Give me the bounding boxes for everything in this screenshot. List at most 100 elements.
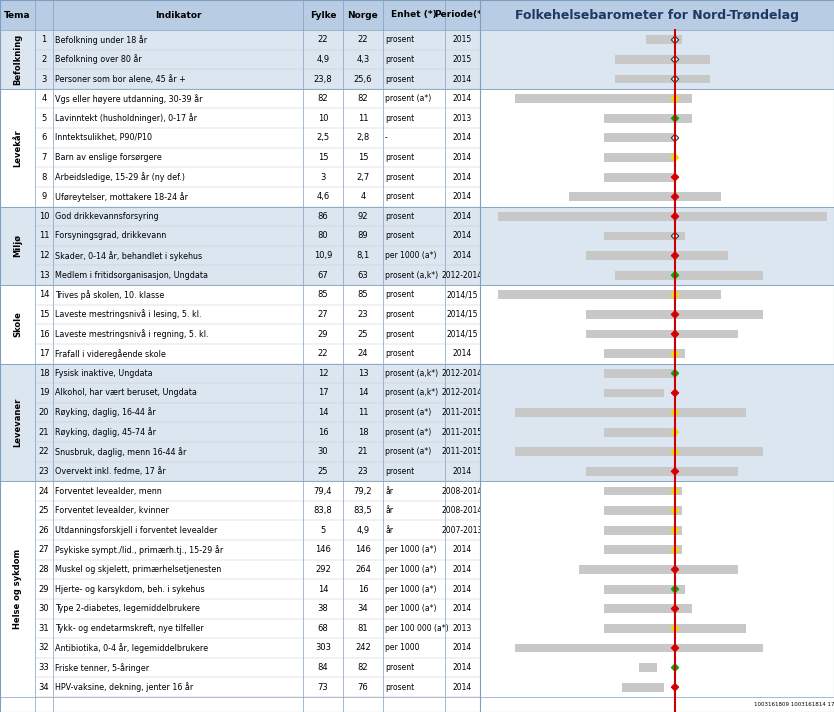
Text: Friske tenner, 5-åringer: Friske tenner, 5-åringer	[55, 663, 149, 673]
Bar	[604, 486, 681, 496]
Polygon shape	[671, 624, 679, 632]
Text: 2014: 2014	[453, 153, 472, 162]
Bar	[604, 585, 686, 594]
Polygon shape	[671, 134, 679, 142]
Text: 10: 10	[38, 212, 49, 221]
Text: 16: 16	[38, 330, 49, 339]
Text: 92: 92	[358, 212, 369, 221]
Text: 3: 3	[320, 172, 326, 182]
Text: 28: 28	[38, 565, 49, 574]
Text: 4: 4	[360, 192, 365, 201]
Polygon shape	[671, 95, 679, 103]
Text: 34: 34	[38, 683, 49, 691]
Text: 7: 7	[42, 153, 47, 162]
Bar	[480, 89, 834, 206]
Text: Barn av enslige forsørgere: Barn av enslige forsørgere	[55, 153, 162, 162]
Polygon shape	[671, 232, 679, 240]
Text: 264: 264	[355, 565, 371, 574]
Text: 82: 82	[358, 663, 369, 672]
Polygon shape	[671, 389, 679, 397]
Text: 29: 29	[38, 585, 49, 594]
Bar	[604, 153, 675, 162]
Text: Befolkning: Befolkning	[13, 33, 22, 85]
Text: 23: 23	[358, 310, 369, 319]
Text: 2008-2014: 2008-2014	[442, 506, 483, 515]
Text: prosent: prosent	[385, 663, 414, 672]
Text: 16: 16	[358, 585, 369, 594]
Bar	[480, 285, 834, 364]
Text: år: år	[385, 525, 393, 535]
Text: Lavinntekt (husholdninger), 0-17 år: Lavinntekt (husholdninger), 0-17 år	[55, 113, 197, 123]
Text: 8,1: 8,1	[356, 251, 369, 260]
Polygon shape	[671, 115, 679, 122]
Polygon shape	[671, 429, 679, 436]
Text: Trives på skolen, 10. klasse: Trives på skolen, 10. klasse	[55, 290, 164, 300]
Text: 86: 86	[318, 212, 329, 221]
Bar	[586, 467, 738, 476]
Text: 242: 242	[355, 644, 371, 652]
Text: 2012-2014: 2012-2014	[442, 271, 483, 280]
Text: 9: 9	[42, 192, 47, 201]
Text: 2: 2	[42, 55, 47, 64]
Text: Personer som bor alene, 45 år +: Personer som bor alene, 45 år +	[55, 75, 186, 83]
Text: 82: 82	[358, 94, 369, 103]
Text: Levekår: Levekår	[13, 129, 22, 167]
Text: 2015: 2015	[453, 55, 472, 64]
Text: 89: 89	[358, 231, 369, 241]
Bar	[621, 683, 664, 691]
Text: 2012-2014: 2012-2014	[442, 389, 483, 397]
Text: 2013: 2013	[453, 114, 472, 122]
Text: 14: 14	[38, 290, 49, 299]
Text: 10: 10	[318, 114, 329, 122]
Text: 2014: 2014	[453, 644, 472, 652]
Text: 31: 31	[38, 624, 49, 633]
Bar	[604, 389, 664, 397]
Text: 17: 17	[318, 389, 329, 397]
Polygon shape	[671, 409, 679, 417]
Text: prosent: prosent	[385, 467, 414, 476]
Polygon shape	[671, 605, 679, 612]
Text: 29: 29	[318, 330, 329, 339]
Text: prosent (a*): prosent (a*)	[385, 408, 431, 417]
Text: 5: 5	[320, 525, 325, 535]
Text: Medlem i fritidsorganisasjon, Ungdata: Medlem i fritidsorganisasjon, Ungdata	[55, 271, 208, 280]
Text: prosent: prosent	[385, 349, 414, 358]
Text: Arbeidsledige, 15-29 år (ny def.): Arbeidsledige, 15-29 år (ny def.)	[55, 172, 185, 182]
Bar	[480, 30, 834, 89]
Text: Enhet (*): Enhet (*)	[391, 11, 437, 19]
Text: prosent (a,k*): prosent (a,k*)	[385, 389, 438, 397]
Text: 11: 11	[358, 114, 369, 122]
Text: 16: 16	[318, 428, 329, 436]
Polygon shape	[671, 56, 679, 63]
Text: Røyking, daglig, 16-44 år: Røyking, daglig, 16-44 år	[55, 407, 156, 417]
Text: prosent (a,k*): prosent (a,k*)	[385, 369, 438, 378]
Text: prosent: prosent	[385, 55, 414, 64]
Bar	[604, 173, 675, 182]
Text: 21: 21	[38, 428, 49, 436]
Text: 2,5: 2,5	[316, 133, 329, 142]
Bar	[0, 0, 480, 30]
Text: år: år	[385, 506, 393, 515]
Text: Uføreytelser, mottakere 18-24 år: Uføreytelser, mottakere 18-24 år	[55, 192, 188, 201]
Bar	[0, 30, 480, 89]
Text: 34: 34	[358, 604, 369, 613]
Text: Miljø: Miljø	[13, 234, 22, 257]
Text: 79,2: 79,2	[354, 486, 372, 496]
Bar	[640, 663, 657, 672]
Text: 13: 13	[358, 369, 369, 378]
Text: 3: 3	[42, 75, 47, 83]
Bar	[515, 94, 692, 103]
Text: 2014: 2014	[453, 545, 472, 555]
Text: 2013: 2013	[453, 624, 472, 633]
Text: Forsyningsgrad, drikkevann: Forsyningsgrad, drikkevann	[55, 231, 166, 241]
Text: 2,8: 2,8	[356, 133, 369, 142]
Text: Overvekt inkl. fedme, 17 år: Overvekt inkl. fedme, 17 år	[55, 467, 166, 476]
Bar	[586, 251, 728, 260]
Bar	[615, 75, 710, 83]
Text: Fylke: Fylke	[309, 11, 336, 19]
Text: 20: 20	[38, 408, 49, 417]
Polygon shape	[671, 310, 679, 318]
Text: 80: 80	[318, 231, 329, 241]
Bar	[604, 350, 686, 358]
Text: 15: 15	[38, 310, 49, 319]
